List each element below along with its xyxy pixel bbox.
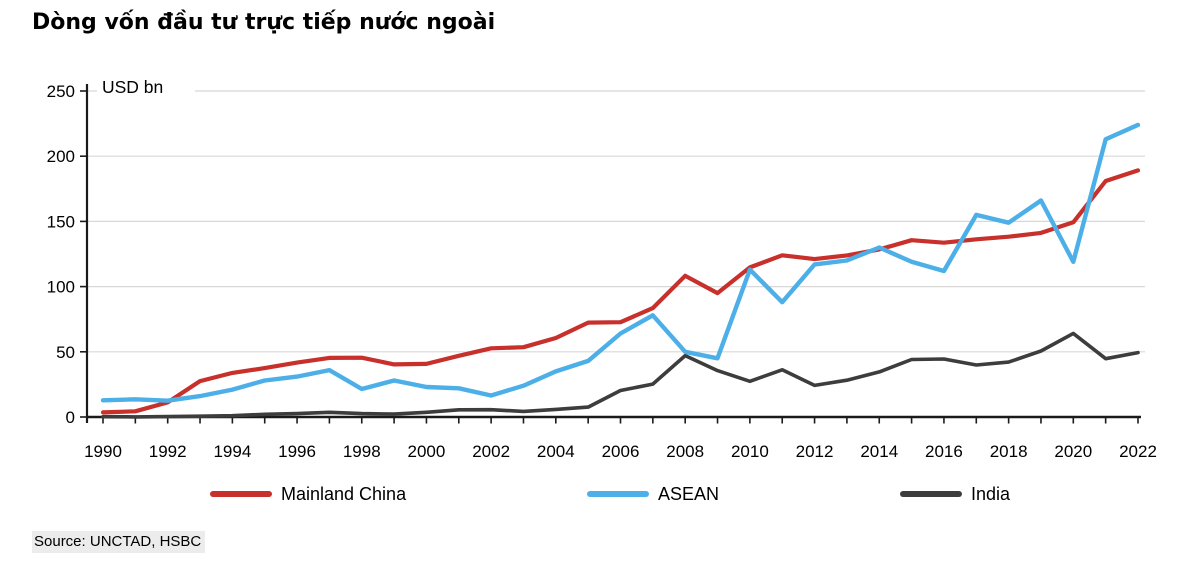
svg-text:2010: 2010 [731, 442, 769, 461]
svg-text:0: 0 [66, 408, 75, 427]
chart-legend: Mainland China ASEAN India [210, 480, 1010, 508]
svg-text:100: 100 [47, 278, 75, 297]
svg-text:2022: 2022 [1119, 442, 1157, 461]
svg-text:150: 150 [47, 212, 75, 231]
svg-text:2004: 2004 [537, 442, 575, 461]
svg-text:2018: 2018 [990, 442, 1028, 461]
source-note: Source: UNCTAD, HSBC [32, 531, 206, 553]
svg-text:2002: 2002 [472, 442, 510, 461]
legend-label: ASEAN [658, 484, 720, 504]
legend-item-india: India [899, 484, 1010, 504]
svg-text:1992: 1992 [149, 442, 187, 461]
svg-text:1996: 1996 [278, 442, 316, 461]
svg-text:2012: 2012 [796, 442, 834, 461]
svg-text:2008: 2008 [666, 442, 704, 461]
legend-item-mainland-china: Mainland China [210, 485, 406, 503]
svg-text:1998: 1998 [343, 442, 381, 461]
svg-text:2020: 2020 [1054, 442, 1092, 461]
svg-text:1990: 1990 [84, 442, 122, 461]
line-swatch-icon [899, 491, 962, 497]
svg-text:250: 250 [47, 82, 75, 101]
legend-label: India [970, 484, 1010, 504]
svg-text:1994: 1994 [213, 442, 251, 461]
page-title: Dòng vốn đầu tư trực tiếp nước ngoài [32, 10, 496, 35]
svg-text:200: 200 [47, 147, 75, 166]
legend-item-asean: ASEAN [587, 485, 719, 503]
svg-text:2000: 2000 [408, 442, 446, 461]
fdi-chart-area: USD bn 0 50 100 150 200 250 1990 1992 1994 1996 199… [0, 60, 1200, 470]
svg-text:2014: 2014 [860, 442, 898, 461]
line-swatch-icon [587, 491, 649, 497]
legend-label: Mainland China [281, 484, 407, 504]
svg-text:2016: 2016 [925, 442, 963, 461]
svg-text:USD bn: USD bn [102, 77, 163, 97]
svg-text:2006: 2006 [602, 442, 640, 461]
svg-text:50: 50 [56, 343, 75, 362]
fdi-line-chart: USD bn 0 50 100 150 200 250 1990 1992 1994 1996 199… [47, 73, 1157, 461]
line-swatch-icon [210, 491, 272, 497]
